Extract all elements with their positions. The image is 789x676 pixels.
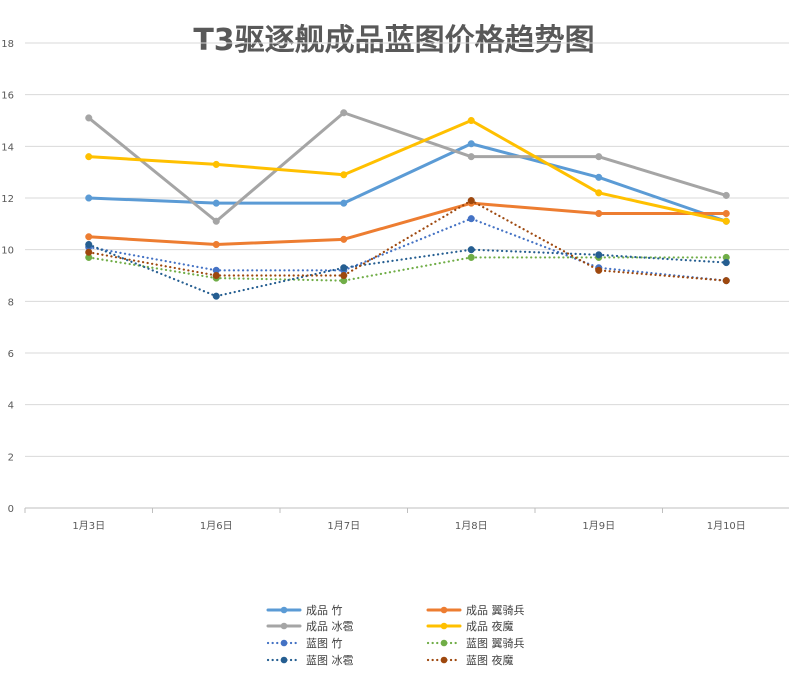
series-7 — [85, 240, 730, 300]
data-point — [467, 215, 475, 223]
legend-label: 成品 翼骑兵 — [466, 604, 525, 617]
y-tick-label: 8 — [8, 297, 14, 308]
series-line — [87, 142, 728, 223]
legend-item: 成品 竹 — [266, 603, 343, 617]
data-point — [85, 153, 93, 161]
series-6 — [85, 253, 730, 285]
legend-item: 成品 夜魔 — [426, 619, 514, 633]
data-point — [212, 292, 220, 300]
x-tick-label: 1月9日 — [582, 520, 615, 532]
series-line — [87, 111, 728, 223]
series-1 — [85, 140, 730, 225]
series-line — [87, 243, 728, 298]
x-tick-label: 1月3日 — [72, 520, 105, 532]
legend-swatch-marker — [440, 606, 448, 614]
series-line — [87, 119, 728, 223]
legend-swatch-marker — [440, 622, 448, 630]
legend-swatch-marker — [440, 639, 448, 647]
data-point — [212, 199, 220, 207]
data-point — [467, 253, 475, 261]
legend-label: 蓝图 竹 — [306, 636, 343, 650]
x-tick-label: 1月7日 — [327, 520, 360, 532]
legend-swatch-marker — [280, 639, 288, 647]
legend-item: 成品 冰雹 — [266, 620, 354, 633]
y-tick-label: 14 — [1, 142, 14, 153]
data-point — [595, 251, 603, 259]
y-tick-label: 18 — [1, 39, 14, 50]
data-point — [340, 264, 348, 272]
y-tick-label: 0 — [8, 504, 14, 515]
legend-label: 成品 夜魔 — [466, 619, 514, 633]
legend-label: 蓝图 冰雹 — [306, 654, 354, 667]
data-point — [467, 197, 475, 205]
data-point — [467, 246, 475, 254]
data-point — [722, 209, 730, 218]
data-point — [722, 217, 730, 225]
data-point — [722, 259, 730, 267]
gridlines — [25, 42, 789, 509]
data-point — [212, 240, 220, 249]
y-tick-label: 6 — [8, 349, 14, 360]
legend-label: 蓝图 翼骑兵 — [466, 637, 525, 650]
data-point — [595, 189, 603, 197]
data-point — [340, 109, 348, 117]
legend-swatch-marker — [280, 606, 288, 614]
series-2 — [85, 199, 730, 249]
legend-item: 成品 翼骑兵 — [426, 604, 525, 617]
data-point — [595, 173, 603, 181]
x-tick-label: 1月6日 — [200, 520, 233, 532]
y-tick-label: 12 — [1, 194, 14, 205]
series-line — [87, 201, 728, 246]
y-tick-label: 10 — [1, 246, 14, 257]
data-point — [340, 171, 348, 179]
data-point — [340, 199, 348, 207]
series-3 — [85, 109, 730, 225]
data-point — [595, 153, 603, 161]
legend-swatch-marker — [280, 656, 288, 664]
data-point — [722, 277, 730, 285]
data-point — [85, 114, 93, 122]
data-point — [722, 191, 730, 199]
legend-item: 蓝图 竹 — [266, 636, 343, 650]
data-point — [595, 266, 603, 274]
data-point — [467, 116, 475, 125]
data-point — [340, 271, 348, 280]
legend-swatch-marker — [440, 656, 448, 664]
data-point — [595, 209, 603, 218]
x-tick-label: 1月10日 — [707, 520, 746, 532]
data-point — [467, 153, 475, 161]
data-point — [85, 248, 93, 256]
legend-label: 蓝图 夜魔 — [466, 653, 514, 667]
legend-item: 蓝图 冰雹 — [266, 654, 354, 667]
data-point — [85, 240, 93, 249]
data-point — [340, 235, 348, 243]
legend-label: 成品 竹 — [306, 603, 343, 617]
data-point — [212, 160, 220, 168]
data-point — [212, 217, 220, 225]
series-line — [87, 199, 728, 282]
series-4 — [85, 116, 730, 225]
axes: 0 2 4 6 8 10 12 14 16 18 1月3日 1月6日 1月7日 1月8日 1月9日 1月10日 — [1, 39, 746, 532]
legend-swatch-marker — [280, 622, 288, 630]
series-lines — [85, 109, 730, 300]
y-tick-label: 4 — [8, 401, 14, 412]
data-point — [85, 194, 93, 202]
y-tick-label: 2 — [8, 452, 14, 463]
legend-item: 蓝图 翼骑兵 — [426, 637, 525, 650]
chart-title: T3驱逐舰成品蓝图价格趋势图 — [193, 23, 594, 58]
x-tick-label: 1月8日 — [455, 520, 488, 532]
y-tick-label: 16 — [1, 91, 14, 102]
legend-label: 成品 冰雹 — [306, 620, 354, 633]
series-line — [87, 256, 728, 282]
legend-item: 蓝图 夜魔 — [426, 653, 514, 667]
series-8 — [85, 197, 730, 285]
data-point — [85, 233, 93, 241]
series-line — [87, 217, 728, 282]
data-point — [467, 140, 475, 148]
data-point — [212, 271, 220, 280]
